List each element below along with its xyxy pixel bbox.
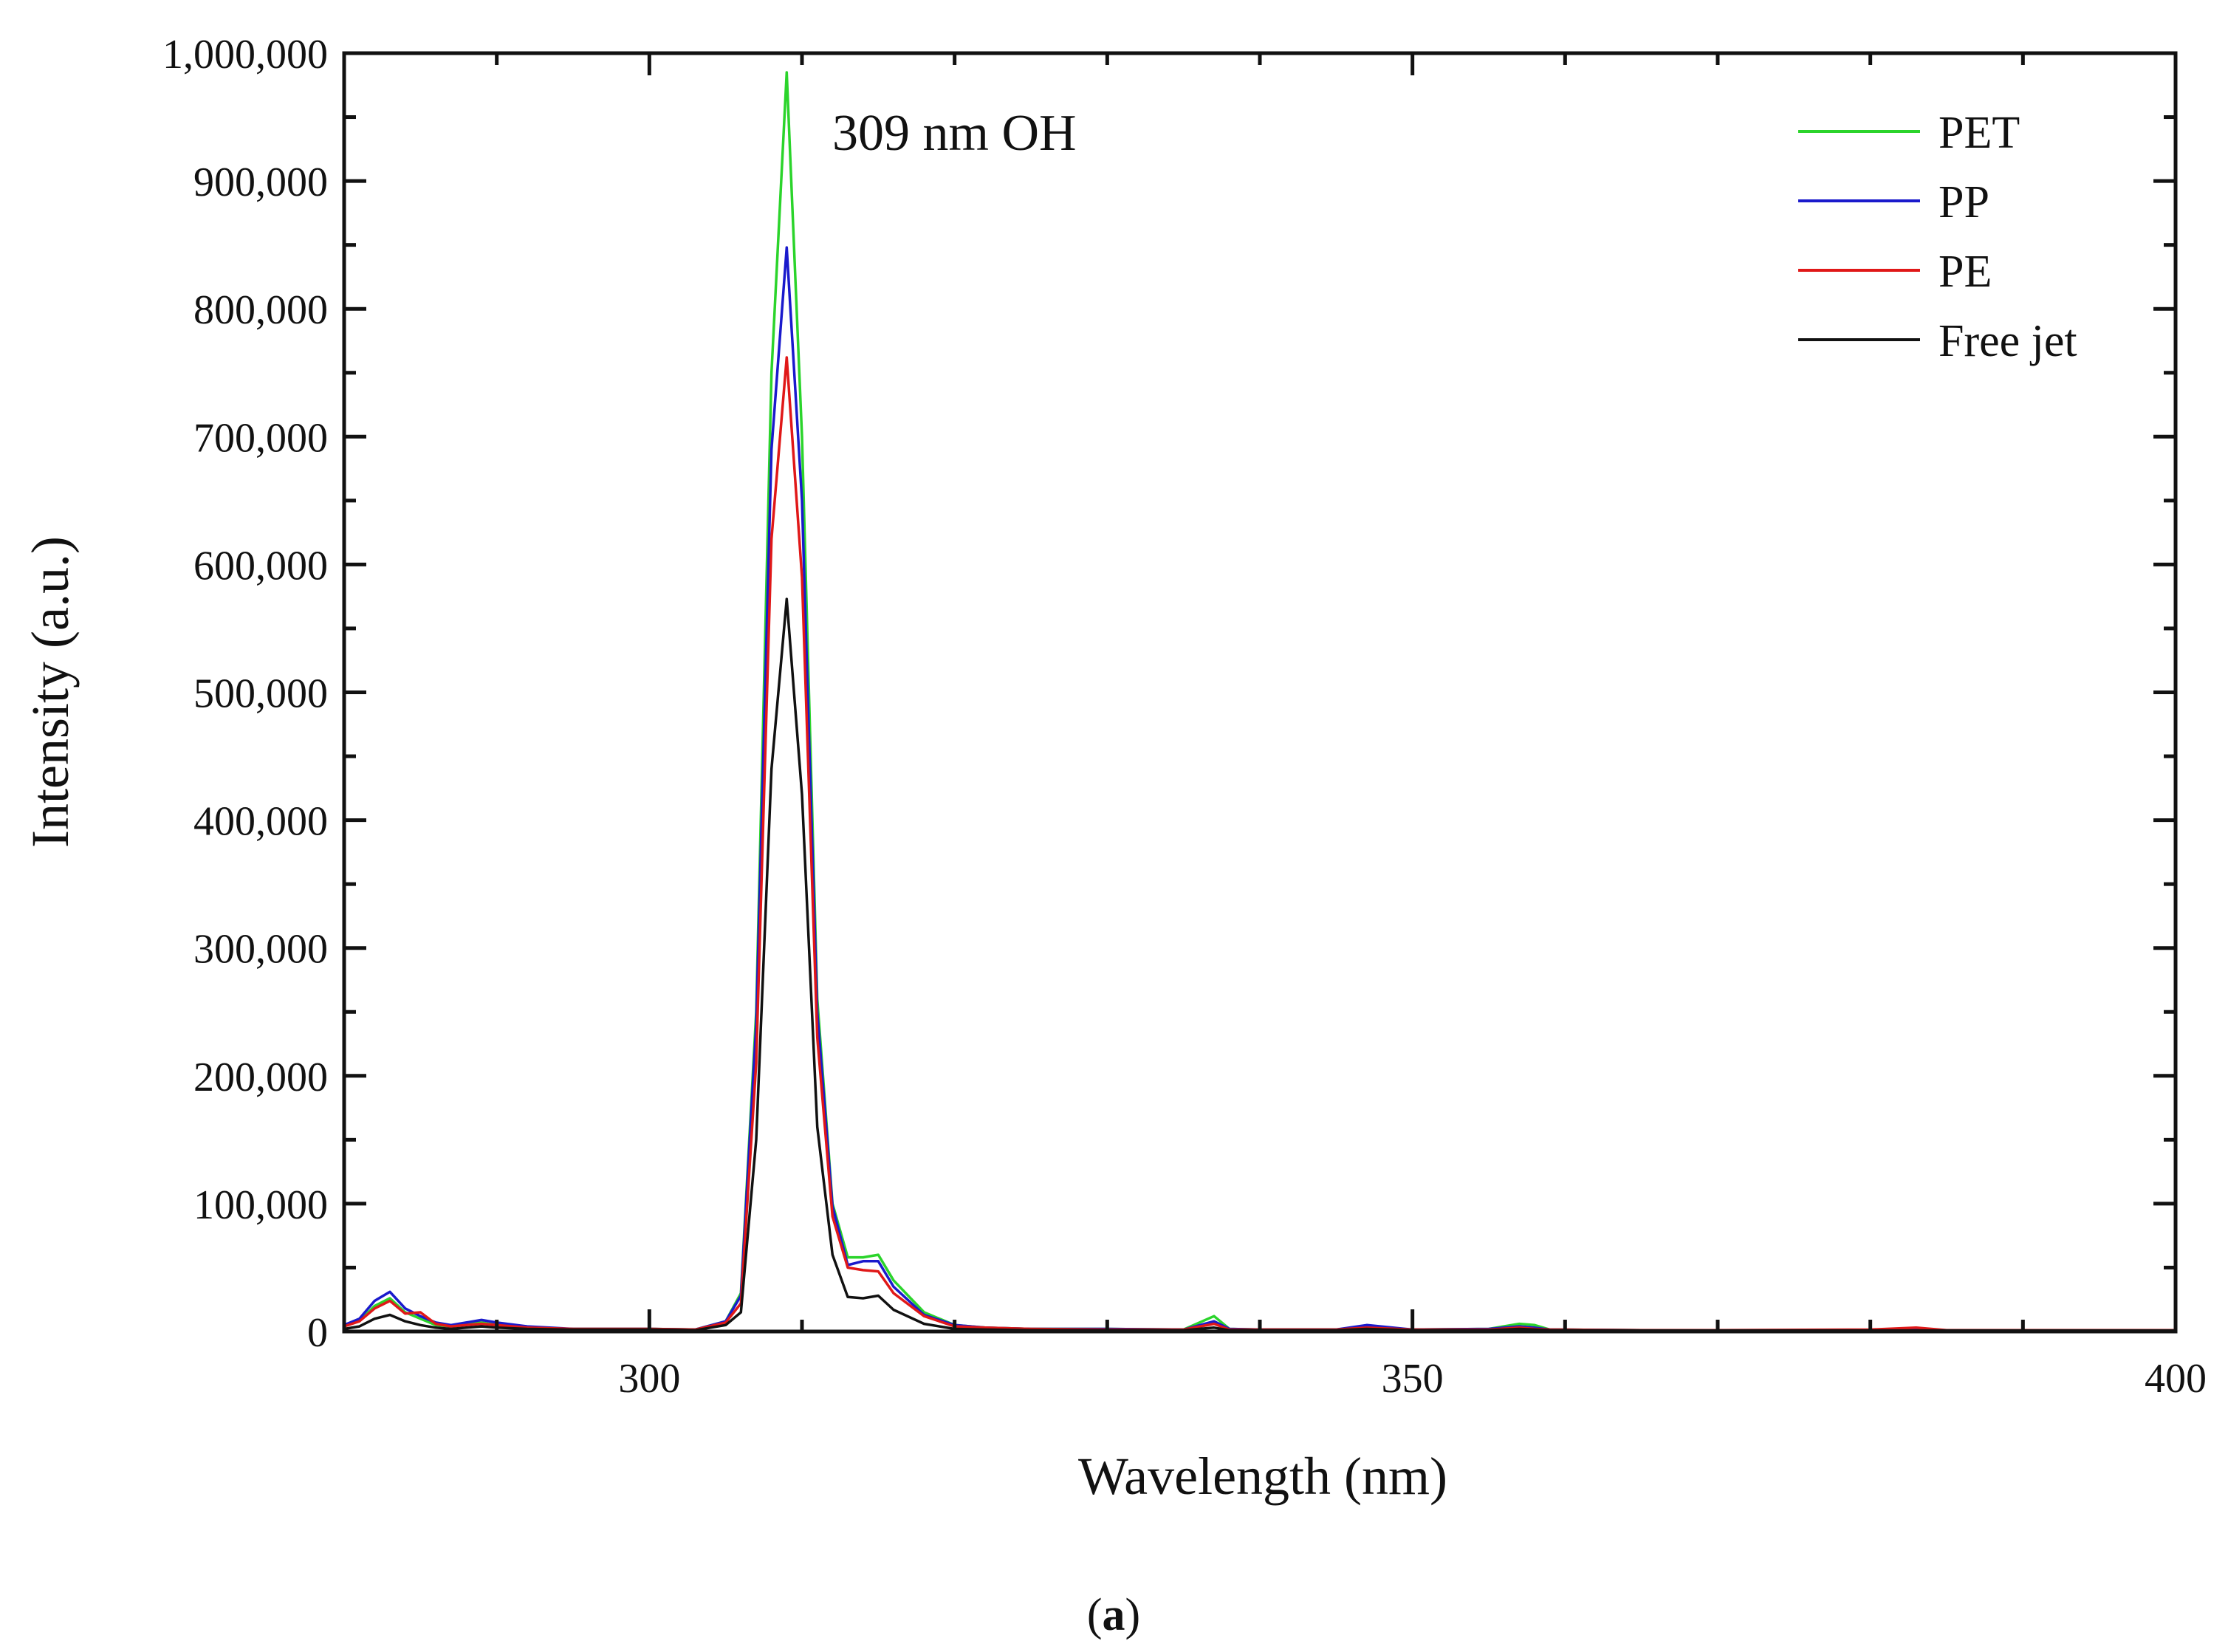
y-axis-title: Intensity (a.u.) [21,536,80,848]
x-tick-label: 400 [2145,1356,2207,1402]
x-tick-label: 350 [1382,1356,1444,1402]
series-line-pet [343,71,2176,1332]
caption-close-paren: ) [1125,1590,1141,1640]
figure-caption: (a) [1087,1590,1140,1640]
legend: PET PP PE Free jet [1798,108,2077,366]
y-tick-label: 500,000 [193,671,328,717]
caption-open-paren: ( [1087,1590,1103,1640]
y-tick-label: 800,000 [193,287,328,333]
x-axis-ticks: 300 350 400 [342,53,2207,1402]
y-axis-ticks: 0 100,000 200,000 300,000 400,000 500,000 600,… [162,32,2176,1356]
y-tick-label: 700,000 [193,415,328,461]
series-line-free-jet [343,597,2176,1332]
y-tick-label: 1,000,000 [162,32,328,78]
series-line-pe [343,356,2176,1332]
series-lines [343,71,2176,1332]
caption-letter: a [1103,1590,1125,1640]
series-line-pp [343,246,2176,1332]
y-tick-label: 0 [307,1310,328,1356]
x-tick-label: 300 [618,1356,680,1402]
plot-area: 0 100,000 200,000 300,000 400,000 500,000 600,… [162,32,2207,1402]
peak-annotation: 309 nm OH [832,105,1077,162]
x-axis-title: Wavelength (nm) [1078,1447,1447,1506]
legend-label-pet: PET [1939,108,2020,158]
y-tick-label: 400,000 [193,799,328,845]
y-tick-label: 300,000 [193,927,328,973]
plot-frame [342,51,2178,1334]
legend-label-free-jet: Free jet [1939,316,2077,366]
y-tick-label: 200,000 [193,1055,328,1100]
legend-label-pe: PE [1939,247,1992,297]
y-tick-label: 100,000 [193,1182,328,1228]
y-tick-label: 600,000 [193,543,328,589]
legend-label-pp: PP [1939,177,1989,227]
y-tick-label: 900,000 [193,160,328,205]
